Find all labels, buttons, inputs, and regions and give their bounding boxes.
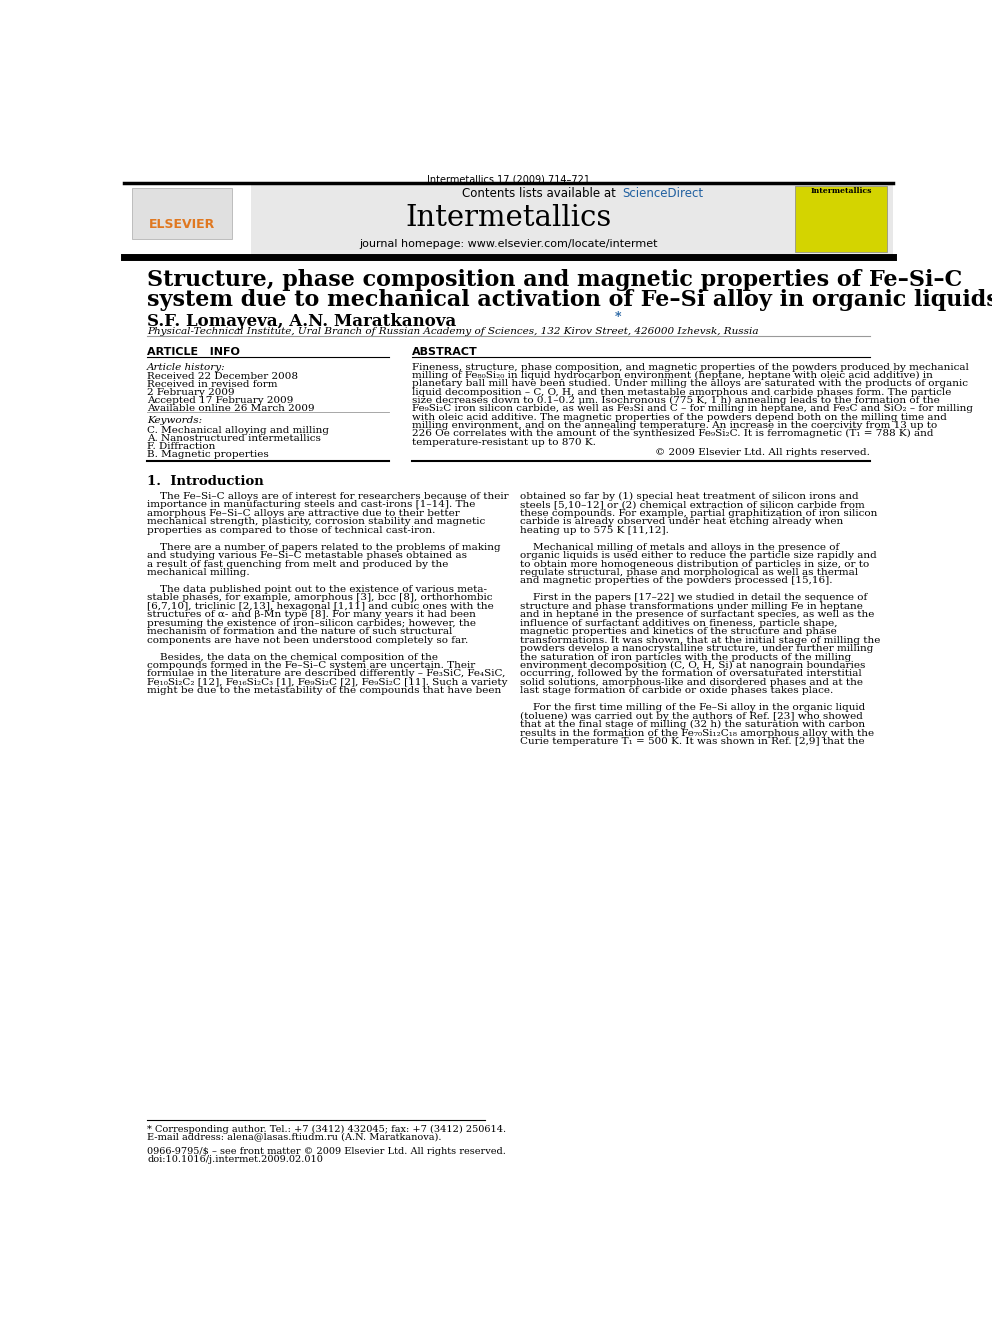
Text: © 2009 Elsevier Ltd. All rights reserved.: © 2009 Elsevier Ltd. All rights reserved… [655, 448, 870, 456]
Text: steels [5,10–12] or (2) chemical extraction of silicon carbide from: steels [5,10–12] or (2) chemical extract… [520, 500, 865, 509]
Bar [132, 188, 231, 239]
Text: 226 Oe correlates with the amount of the synthesized Fe₉Si₂C. It is ferromagneti: 226 Oe correlates with the amount of the… [413, 430, 933, 438]
Text: (toluene) was carried out by the authors of Ref. [23] who showed: (toluene) was carried out by the authors… [520, 712, 863, 721]
Text: occurring, followed by the formation of oversaturated interstitial: occurring, followed by the formation of … [520, 669, 862, 679]
Text: solid solutions, amorphous-like and disordered phases and at the: solid solutions, amorphous-like and diso… [520, 677, 863, 687]
Text: mechanism of formation and the nature of such structural: mechanism of formation and the nature of… [147, 627, 452, 636]
Text: system due to mechanical activation of Fe–Si alloy in organic liquids: system due to mechanical activation of F… [147, 290, 992, 311]
Text: and studying various Fe–Si–C metastable phases obtained as: and studying various Fe–Si–C metastable … [147, 552, 467, 560]
Text: Received in revised form: Received in revised form [147, 380, 278, 389]
Text: milling environment, and on the annealing temperature. An increase in the coerci: milling environment, and on the annealin… [413, 421, 937, 430]
Text: last stage formation of carbide or oxide phases takes place.: last stage formation of carbide or oxide… [520, 687, 833, 696]
Text: Curie temperature T₁ = 500 K. It was shown in Ref. [2,9] that the: Curie temperature T₁ = 500 K. It was sho… [520, 737, 865, 746]
Text: liquid decomposition – C, O, H, and then metastable amorphous and carbide phases: liquid decomposition – C, O, H, and then… [413, 388, 951, 397]
Text: Available online 26 March 2009: Available online 26 March 2009 [147, 405, 314, 413]
Text: ELSEVIER: ELSEVIER [149, 218, 215, 230]
Text: ARTICLE   INFO: ARTICLE INFO [147, 347, 240, 357]
Text: mechanical milling.: mechanical milling. [147, 568, 250, 577]
Text: to obtain more homogeneous distribution of particles in size, or to: to obtain more homogeneous distribution … [520, 560, 869, 569]
Text: importance in manufacturing steels and cast-irons [1–14]. The: importance in manufacturing steels and c… [147, 500, 475, 509]
Text: obtained so far by (1) special heat treatment of silicon irons and: obtained so far by (1) special heat trea… [520, 492, 858, 501]
Text: Besides, the data on the chemical composition of the: Besides, the data on the chemical compos… [147, 652, 438, 662]
Text: mechanical strength, plasticity, corrosion stability and magnetic: mechanical strength, plasticity, corrosi… [147, 517, 485, 527]
Text: temperature-resistant up to 870 K.: temperature-resistant up to 870 K. [413, 438, 596, 447]
Text: journal homepage: www.elsevier.com/locate/intermet: journal homepage: www.elsevier.com/locat… [359, 239, 658, 249]
Text: a result of fast quenching from melt and produced by the: a result of fast quenching from melt and… [147, 560, 448, 569]
Text: Intermetallics: Intermetallics [810, 188, 872, 196]
Text: influence of surfactant additives on fineness, particle shape,: influence of surfactant additives on fin… [520, 619, 837, 627]
Text: E-mail address: alena@lasas.ftiudm.ru (A.N. Maratkanova).: E-mail address: alena@lasas.ftiudm.ru (A… [147, 1132, 441, 1142]
Text: F. Diffraction: F. Diffraction [147, 442, 215, 451]
Text: Intermetallics: Intermetallics [406, 204, 611, 232]
Text: components are have not been understood completely so far.: components are have not been understood … [147, 635, 468, 644]
Text: 1.  Introduction: 1. Introduction [147, 475, 264, 488]
Text: Fe₉Si₂C iron silicon carbide, as well as Fe₃Si and C – for milling in heptane, a: Fe₉Si₂C iron silicon carbide, as well as… [413, 405, 973, 413]
Text: Accepted 17 February 2009: Accepted 17 February 2009 [147, 396, 294, 405]
Text: Fineness, structure, phase composition, and magnetic properties of the powders p: Fineness, structure, phase composition, … [413, 363, 969, 372]
Text: Article history:: Article history: [147, 363, 226, 372]
Text: A. Nanostructured intermetallics: A. Nanostructured intermetallics [147, 434, 321, 443]
Text: size decreases down to 0.1–0.2 μm. Isochronous (775 K, 1 h) annealing leads to t: size decreases down to 0.1–0.2 μm. Isoch… [413, 396, 940, 405]
Text: structures of α- and β-Mn type [8]. For many years it had been: structures of α- and β-Mn type [8]. For … [147, 610, 476, 619]
Text: The data published point out to the existence of various meta-: The data published point out to the exis… [147, 585, 487, 594]
Text: [6,7,10], triclinic [2,13], hexagonal [1,11] and cubic ones with the: [6,7,10], triclinic [2,13], hexagonal [1… [147, 602, 494, 611]
Text: results in the formation of the Fe₇₀Si₁₂C₁₈ amorphous alloy with the: results in the formation of the Fe₇₀Si₁₂… [520, 729, 874, 738]
Text: presuming the existence of iron–silicon carbides; however, the: presuming the existence of iron–silicon … [147, 619, 476, 627]
Text: and in heptane in the presence of surfactant species, as well as the: and in heptane in the presence of surfac… [520, 610, 874, 619]
Text: compounds formed in the Fe–Si–C system are uncertain. Their: compounds formed in the Fe–Si–C system a… [147, 662, 475, 669]
Text: formulae in the literature are described differently – Fe₃SiC, Fe₄SiC,: formulae in the literature are described… [147, 669, 506, 679]
Text: Received 22 December 2008: Received 22 December 2008 [147, 372, 298, 381]
Text: For the first time milling of the Fe–Si alloy in the organic liquid: For the first time milling of the Fe–Si … [520, 704, 865, 712]
Text: these compounds. For example, partial graphitization of iron silicon: these compounds. For example, partial gr… [520, 509, 877, 517]
Text: planetary ball mill have been studied. Under milling the alloys are saturated wi: planetary ball mill have been studied. U… [413, 380, 968, 388]
Text: the saturation of iron particles with the products of the milling: the saturation of iron particles with th… [520, 652, 851, 662]
Text: ABSTRACT: ABSTRACT [413, 347, 478, 357]
Text: heating up to 575 K [11,12].: heating up to 575 K [11,12]. [520, 525, 669, 534]
Text: might be due to the metastability of the compounds that have been: might be due to the metastability of the… [147, 687, 501, 696]
Text: First in the papers [17–22] we studied in detail the sequence of: First in the papers [17–22] we studied i… [520, 593, 867, 602]
Text: C. Mechanical alloying and milling: C. Mechanical alloying and milling [147, 426, 329, 435]
Text: Intermetallics 17 (2009) 714–721: Intermetallics 17 (2009) 714–721 [427, 175, 590, 184]
Text: amorphous Fe–Si–C alloys are attractive due to their better: amorphous Fe–Si–C alloys are attractive … [147, 509, 460, 517]
Text: regulate structural, phase and morphological as well as thermal: regulate structural, phase and morpholog… [520, 568, 858, 577]
Text: S.F. Lomayeva, A.N. Maratkanova: S.F. Lomayeva, A.N. Maratkanova [147, 312, 456, 329]
Bar [796, 187, 888, 253]
Text: milling of Fe₈₀Si₂₀ in liquid hydrocarbon environment (heptane, heptane with ole: milling of Fe₈₀Si₂₀ in liquid hydrocarbo… [413, 370, 933, 380]
Text: Fe₁₀Si₂C₂ [12], Fe₁₆Si₂C₃ [1], Fe₉Si₂C [2], Fe₉Si₂C [11]. Such a variety: Fe₁₀Si₂C₂ [12], Fe₁₆Si₂C₃ [1], Fe₉Si₂C [… [147, 677, 508, 687]
Text: The Fe–Si–C alloys are of interest for researchers because of their: The Fe–Si–C alloys are of interest for r… [147, 492, 509, 501]
Text: doi:10.1016/j.intermet.2009.02.010: doi:10.1016/j.intermet.2009.02.010 [147, 1155, 323, 1164]
Text: 0966-9795/$ – see front matter © 2009 Elsevier Ltd. All rights reserved.: 0966-9795/$ – see front matter © 2009 El… [147, 1147, 506, 1156]
Text: transformations. It was shown, that at the initial stage of milling the: transformations. It was shown, that at t… [520, 635, 880, 644]
Text: * Corresponding author. Tel.: +7 (3412) 432045; fax: +7 (3412) 250614.: * Corresponding author. Tel.: +7 (3412) … [147, 1125, 506, 1134]
Bar [124, 183, 251, 255]
Text: 2 February 2009: 2 February 2009 [147, 388, 235, 397]
Text: *: * [614, 311, 621, 324]
Text: Physical-Technical Institute, Ural Branch of Russian Academy of Sciences, 132 Ki: Physical-Technical Institute, Ural Branc… [147, 327, 759, 336]
Text: and magnetic properties of the powders processed [15,16].: and magnetic properties of the powders p… [520, 577, 832, 586]
Text: properties as compared to those of technical cast-iron.: properties as compared to those of techn… [147, 525, 435, 534]
Text: carbide is already observed under heat etching already when: carbide is already observed under heat e… [520, 517, 843, 527]
Text: Structure, phase composition and magnetic properties of Fe–Si–C: Structure, phase composition and magneti… [147, 269, 962, 291]
Text: Contents lists available at: Contents lists available at [462, 188, 620, 200]
Text: with oleic acid additive. The magnetic properties of the powders depend both on : with oleic acid additive. The magnetic p… [413, 413, 947, 422]
Bar [124, 183, 893, 255]
Text: B. Magnetic properties: B. Magnetic properties [147, 450, 269, 459]
Text: There are a number of papers related to the problems of making: There are a number of papers related to … [147, 542, 501, 552]
Text: that at the final stage of milling (32 h) the saturation with carbon: that at the final stage of milling (32 h… [520, 720, 865, 729]
Text: magnetic properties and kinetics of the structure and phase: magnetic properties and kinetics of the … [520, 627, 836, 636]
Text: stable phases, for example, amorphous [3], bcc [8], orthorhombic: stable phases, for example, amorphous [3… [147, 593, 493, 602]
Text: environment decomposition (C, O, H, Si) at nanograin boundaries: environment decomposition (C, O, H, Si) … [520, 662, 865, 671]
Text: organic liquids is used either to reduce the particle size rapidly and: organic liquids is used either to reduce… [520, 552, 877, 560]
Text: Mechanical milling of metals and alloys in the presence of: Mechanical milling of metals and alloys … [520, 542, 839, 552]
Text: powders develop a nanocrystalline structure, under further milling: powders develop a nanocrystalline struct… [520, 644, 873, 654]
Text: ScienceDirect: ScienceDirect [622, 188, 703, 200]
Text: structure and phase transformations under milling Fe in heptane: structure and phase transformations unde… [520, 602, 863, 611]
Text: Keywords:: Keywords: [147, 417, 202, 426]
